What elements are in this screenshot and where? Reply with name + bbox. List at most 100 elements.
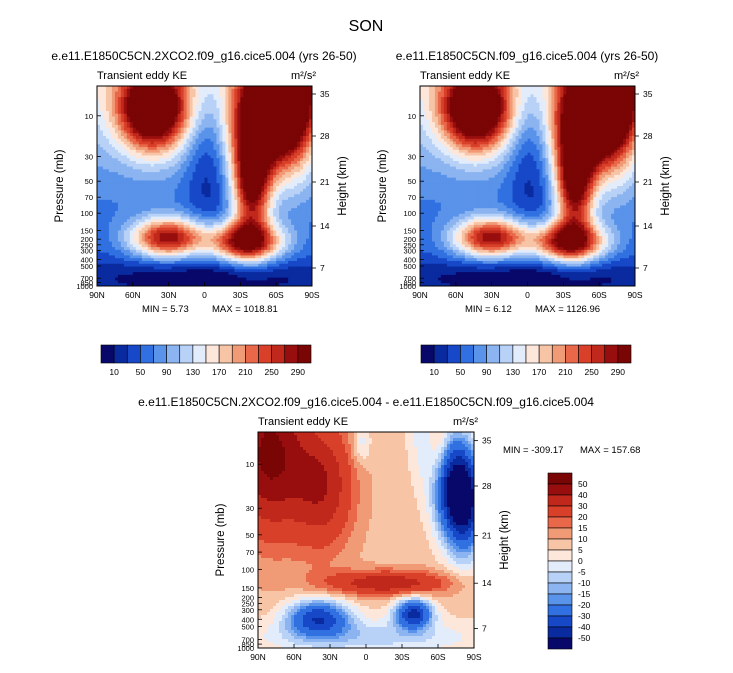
heatmap-cell [138, 188, 143, 193]
heatmap-cell [204, 130, 209, 134]
heatmap-cell [150, 269, 155, 273]
heatmap-cell [171, 163, 176, 168]
heatmap-cell [156, 141, 161, 145]
heatmap-cell [216, 199, 221, 204]
heatmap-cell [171, 136, 176, 140]
heatmap-cell [258, 180, 262, 184]
heatmap-cell [174, 205, 179, 209]
heatmap-cell [297, 166, 301, 170]
heatmap-cell [249, 119, 253, 123]
heatmap-cell [114, 119, 119, 123]
heatmap-cell [144, 180, 149, 184]
heatmap-cell [207, 216, 212, 220]
heatmap-cell [213, 105, 218, 109]
heatmap-cell [156, 161, 161, 165]
heatmap-cell [216, 252, 221, 257]
heatmap-cell [132, 166, 137, 170]
heatmap-cell [180, 194, 185, 198]
heatmap-cell [294, 191, 298, 195]
heatmap-cell [228, 272, 232, 276]
heatmap-cell [258, 130, 262, 134]
heatmap-cell [97, 188, 101, 193]
heatmap-cell [228, 211, 232, 215]
heatmap-cell [246, 208, 250, 212]
heatmap-cell [195, 116, 200, 120]
heatmap-cell [102, 263, 107, 268]
heatmap-cell [246, 247, 250, 251]
heatmap-cell [294, 274, 298, 279]
heatmap-cell [111, 127, 116, 132]
heatmap-cell [132, 91, 137, 95]
heatmap-cell [243, 236, 247, 240]
heatmap-cell [297, 188, 301, 193]
heatmap-cell [97, 130, 101, 134]
heatmap-cell [135, 219, 140, 223]
heatmap-cell [102, 252, 107, 257]
heatmap-cell [297, 102, 301, 107]
heatmap-cell [195, 99, 200, 104]
heatmap-cell [300, 183, 304, 187]
heatmap-cell [132, 191, 137, 195]
heatmap-cell [132, 252, 137, 257]
heatmap-cell [129, 230, 134, 234]
heatmap-cell [186, 188, 191, 193]
heatmap-cell [159, 94, 164, 98]
heatmap-cell [210, 158, 215, 162]
heatmap-cell [117, 155, 122, 159]
heatmap-cell [306, 127, 310, 132]
heatmap-cell [246, 213, 250, 218]
heatmap-cell [228, 224, 232, 229]
heatmap-cell [189, 224, 194, 229]
heatmap-cell [129, 122, 134, 126]
heatmap-cell [189, 244, 194, 248]
heatmap-cell [174, 138, 179, 143]
heatmap-cell [147, 191, 152, 195]
heatmap-cell [141, 202, 146, 207]
heatmap-cell [120, 272, 125, 276]
heatmap-cell [216, 102, 221, 107]
heatmap-cell [294, 180, 298, 184]
heatmap-cell [261, 191, 265, 195]
heatmap-cell [126, 152, 131, 157]
heatmap-cell [288, 241, 292, 245]
heatmap-cell [105, 202, 110, 207]
heatmap-cell [97, 108, 101, 112]
heatmap-cell [264, 205, 268, 209]
heatmap-cell [162, 222, 167, 226]
heatmap-cell [105, 244, 110, 248]
heatmap-cell [246, 272, 250, 276]
heatmap-cell [97, 272, 101, 276]
heatmap-cell [150, 183, 155, 187]
heatmap-cell [288, 183, 292, 187]
heatmap-cell [216, 227, 221, 232]
heatmap-cell [201, 236, 206, 240]
heatmap-cell [201, 266, 206, 270]
heatmap-cell [174, 130, 179, 134]
heatmap-cell [97, 133, 101, 137]
heatmap-cell [252, 274, 256, 279]
heatmap-cell [99, 161, 104, 165]
heatmap-cell [300, 241, 304, 245]
heatmap-cell [294, 183, 298, 187]
heatmap-cell [219, 94, 224, 98]
heatmap-cell [279, 255, 283, 259]
heatmap-cell [180, 108, 185, 112]
heatmap-cell [243, 105, 247, 109]
heatmap-cell [279, 216, 283, 220]
heatmap-cell [210, 86, 215, 90]
heatmap-cell [279, 91, 283, 95]
heatmap-cell [252, 102, 256, 107]
heatmap-cell [129, 213, 134, 218]
heatmap-cell [237, 127, 241, 132]
heatmap-cell [240, 252, 244, 257]
heatmap-cell [291, 213, 295, 218]
heatmap-cell [165, 222, 170, 226]
heatmap-cell [291, 152, 295, 157]
heatmap-cell [213, 188, 218, 193]
heatmap-cell [105, 263, 110, 268]
heatmap-cell [249, 127, 253, 132]
heatmap-cell [228, 99, 232, 104]
heatmap-cell [219, 166, 224, 170]
heatmap-cell [168, 238, 173, 243]
